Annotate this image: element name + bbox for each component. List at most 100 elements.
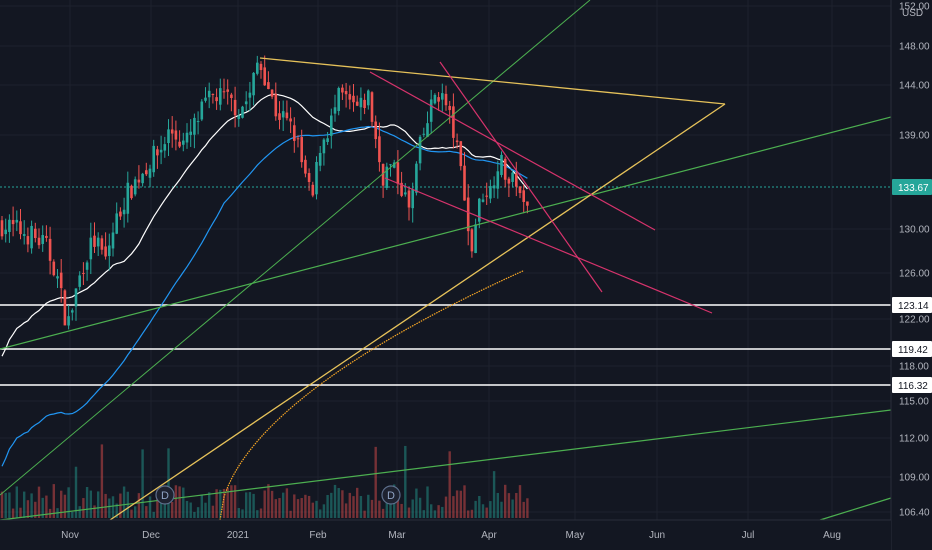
time-tick-label: Apr: [481, 530, 497, 541]
volume-bar: [26, 500, 30, 518]
price-level-badge: [892, 297, 932, 313]
candle-body: [248, 92, 252, 98]
volume-bar: [130, 509, 133, 518]
volume-bar: [15, 486, 18, 518]
price-level-badge: [892, 179, 932, 195]
candle-body: [304, 159, 307, 174]
price-tick-label: 112.00: [899, 434, 929, 445]
candle-body: [367, 90, 370, 106]
candle-body: [196, 121, 200, 123]
candle-body: [148, 168, 152, 178]
volume-bar: [270, 490, 274, 518]
trend-line: [0, 0, 591, 496]
candle-body: [515, 173, 518, 187]
volume-bar: [263, 490, 266, 518]
trend-line: [384, 177, 713, 314]
volume-bar: [378, 500, 381, 518]
time-tick-label: Dec: [142, 530, 160, 541]
volume-bar: [341, 490, 344, 518]
volume-bar: [122, 486, 126, 518]
time-axis[interactable]: Nov Dec 2021 Feb Mar Apr May Jun Jul Aug: [61, 530, 841, 541]
volume-bar: [219, 489, 222, 518]
ma-fast-line: [1, 93, 528, 357]
volume-bar: [0, 491, 4, 518]
volume-bar: [200, 494, 203, 518]
candle-body: [96, 237, 100, 247]
candle-body: [230, 94, 233, 98]
volume-bar: [422, 510, 425, 518]
price-level-badge-label: 116.32: [898, 381, 928, 392]
candle-body: [478, 198, 481, 222]
candle-body: [281, 111, 285, 118]
volume-bar: [307, 495, 311, 518]
volume-bar: [8, 492, 11, 518]
candle-body: [289, 118, 292, 122]
price-tick-label: 109.00: [899, 473, 930, 484]
trend-line: [369, 71, 656, 231]
candle-body: [429, 99, 433, 122]
volume-bar: [67, 487, 70, 518]
volume-bar: [282, 492, 285, 518]
price-level-badge-label: 119.42: [898, 345, 928, 356]
price-tick-label: 115.00: [899, 397, 929, 408]
time-tick-label: Jun: [649, 530, 665, 541]
volume-bar: [363, 510, 366, 518]
candle-body: [385, 166, 389, 188]
volume-bar: [467, 510, 470, 518]
candle-body: [433, 94, 437, 104]
candle-body: [474, 224, 477, 254]
candle-body: [526, 201, 529, 206]
candle-body: [82, 272, 85, 274]
candle-body: [400, 182, 403, 196]
price-tick-label: 126.00: [899, 269, 930, 280]
candle-body: [222, 91, 226, 93]
moving-averages: [1, 93, 528, 521]
candle-body: [59, 272, 63, 289]
candle-body: [518, 186, 522, 194]
volume-bar: [515, 493, 518, 518]
candle-body: [167, 129, 170, 144]
candle-body: [507, 178, 511, 184]
candle-body: [270, 89, 274, 97]
currency-label: USD: [902, 8, 924, 19]
volume-bar: [296, 499, 300, 518]
candle-body: [259, 63, 263, 71]
candlesticks: [0, 55, 529, 330]
candle-body: [215, 97, 218, 102]
volume-bar: [119, 493, 122, 518]
candle-body: [256, 62, 259, 74]
candle-body: [496, 171, 500, 189]
volume-bar: [63, 494, 67, 518]
candle-body: [381, 163, 385, 186]
volume-bar: [211, 505, 215, 518]
volume-bar: [430, 504, 433, 518]
volume-bar: [182, 487, 185, 518]
volume-bar: [74, 466, 78, 518]
candle-body: [185, 132, 189, 143]
price-tick-label: 122.00: [899, 315, 930, 326]
volume-bar: [370, 499, 374, 518]
candle-body: [293, 125, 296, 141]
candle-body: [485, 195, 488, 197]
volume-bar: [418, 497, 422, 518]
volume-bar: [311, 502, 314, 518]
price-axis[interactable]: 106.40 109.00 112.00 115.00 118.00 122.00 126.…: [899, 2, 930, 519]
candle-body: [392, 162, 396, 168]
trend-line: [819, 497, 892, 521]
volume-bar: [359, 496, 363, 518]
candle-body: [315, 161, 318, 195]
volume-bar: [204, 502, 207, 518]
volume-bar: [241, 509, 244, 518]
candle-body: [193, 117, 196, 135]
candle-body: [204, 97, 207, 101]
candle-body: [278, 113, 281, 120]
candle-body: [378, 136, 381, 163]
candle-body: [78, 275, 81, 287]
candle-body: [226, 89, 229, 92]
volume-bar: [104, 493, 107, 518]
candle-body: [145, 170, 148, 175]
dividend-marker: [155, 485, 175, 505]
volume-bar: [82, 498, 85, 518]
candle-body: [163, 144, 167, 151]
